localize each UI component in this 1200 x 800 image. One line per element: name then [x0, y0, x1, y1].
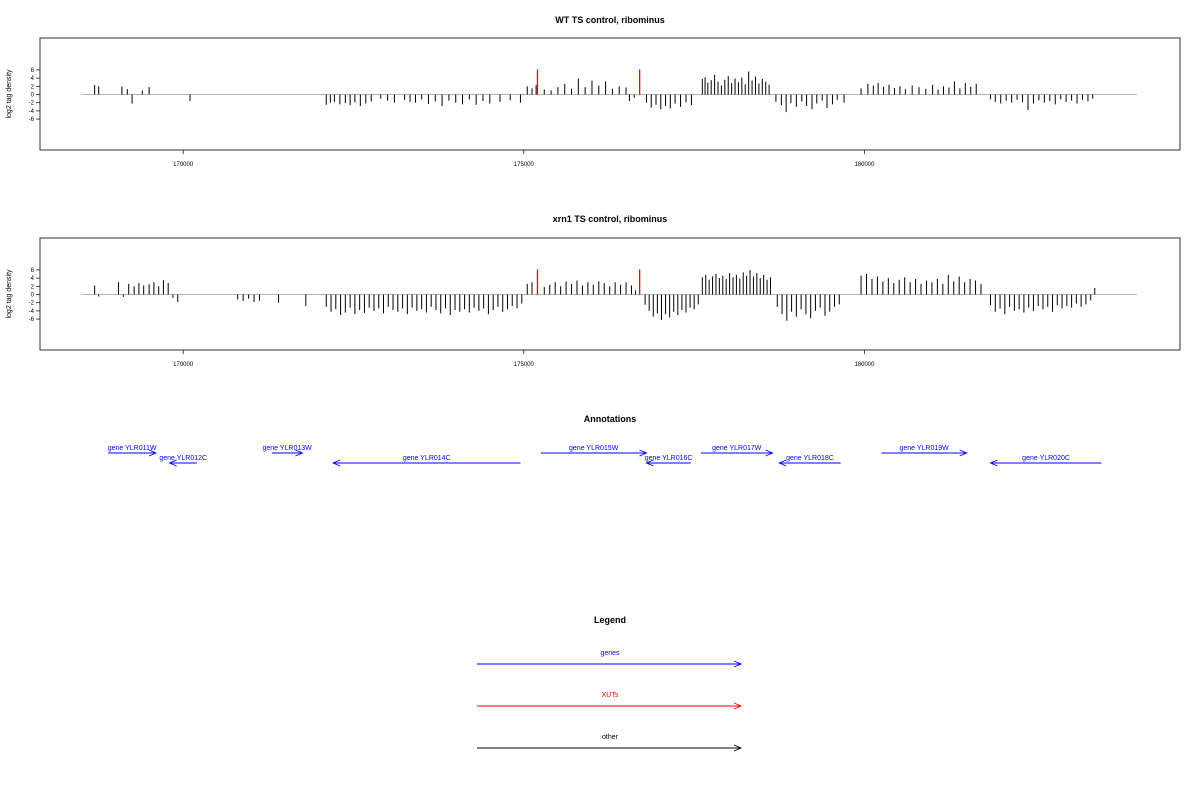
y-tick-label: -6 [29, 317, 35, 323]
xrn1-panel-title: xrn1 TS control, ribominus [553, 214, 668, 224]
gene-annotation: gene YLR016C [645, 455, 693, 467]
wt-panel-ylabel: log2 tag density [6, 69, 13, 119]
legend-item-label: other [602, 734, 619, 741]
gene-label: gene YLR015W [569, 445, 619, 452]
xrn1-panel-ylabel: log2 tag density [6, 269, 13, 319]
legend-item-other: other [477, 734, 743, 752]
gene-label: gene YLR018C [786, 455, 834, 462]
gene-arrowhead [765, 449, 774, 457]
gene-arrowhead [168, 459, 177, 467]
xrn1-panel: xrn1 TS control, ribominus log2 tag dens… [6, 214, 1181, 368]
gene-arrowhead [295, 449, 304, 457]
xrn1-panel-xaxis: 170000 175000 180000 [173, 350, 875, 368]
x-tick-label: 180000 [854, 162, 875, 168]
x-tick-label: 170000 [173, 362, 194, 368]
y-tick-label: 4 [31, 276, 35, 282]
x-tick-label: 170000 [173, 162, 194, 168]
y-tick-label: -4 [29, 109, 35, 115]
xrn1-panel-frame [39, 237, 1181, 351]
gene-arrowhead [645, 459, 654, 467]
gene-label: gene YLR019W [899, 445, 949, 452]
legend-item-arrowhead [733, 744, 743, 752]
legend-item-label: XUTs [602, 692, 619, 699]
gene-annotation: gene YLR020C [989, 455, 1102, 467]
gene-arrowhead [778, 459, 787, 467]
gene-annotation: gene YLR014C [331, 455, 521, 467]
xrn1-panel-yaxis: -6 -4 -2 0 2 4 6 [29, 268, 40, 323]
y-tick-label: 2 [31, 284, 35, 290]
y-tick-label: -2 [29, 301, 35, 307]
gene-arrowhead [989, 459, 998, 467]
x-tick-label: 175000 [514, 362, 535, 368]
xrn1-panel-bars [81, 269, 1137, 321]
legend-item-genes: genes [477, 650, 743, 668]
x-tick-label: 180000 [854, 362, 875, 368]
gene-label: gene YLR016C [645, 455, 693, 462]
y-tick-label: 4 [31, 76, 35, 82]
gene-annotation: gene YLR015W [540, 445, 648, 457]
y-tick-label: 6 [31, 268, 35, 274]
gene-label: gene YLR012C [159, 455, 207, 462]
y-tick-label: -2 [29, 101, 35, 107]
annotations-title: Annotations [584, 414, 637, 424]
wt-panel: WT TS control, ribominus log2 tag densit… [6, 15, 1181, 168]
legend: Legend genes XUTs other [477, 615, 743, 752]
gene-label: gene YLR017W [712, 445, 762, 452]
y-tick-label: -4 [29, 309, 35, 315]
legend-item-label: genes [600, 650, 620, 657]
gene-arrowhead [639, 449, 648, 457]
gene-annotation: gene YLR018C [778, 455, 841, 467]
y-tick-label: 0 [31, 93, 35, 99]
gene-arrowhead [331, 459, 341, 467]
gene-arrowhead [148, 449, 158, 457]
y-tick-label: 6 [31, 68, 35, 74]
legend-items: genes XUTs other [477, 650, 743, 752]
legend-item-arrowhead [733, 660, 743, 668]
gene-annotation: gene YLR013W [262, 445, 312, 457]
y-tick-label: 2 [31, 84, 35, 90]
x-tick-label: 175000 [514, 162, 535, 168]
legend-item-xuts: XUTs [477, 692, 743, 710]
wt-panel-frame [39, 37, 1181, 151]
wt-panel-title: WT TS control, ribominus [555, 15, 665, 25]
gene-annotation: gene YLR012C [159, 455, 207, 467]
gene-arrowhead [959, 449, 968, 457]
gene-annotation: gene YLR011W [108, 445, 158, 457]
y-tick-label: -6 [29, 117, 35, 123]
gene-label: gene YLR013W [262, 445, 312, 452]
gene-label: gene YLR020C [1022, 455, 1070, 462]
gene-annotation: gene YLR017W [700, 445, 774, 457]
gene-label: gene YLR011W [108, 445, 157, 452]
wt-panel-bars [81, 69, 1137, 113]
wt-panel-yaxis: -6 -4 -2 0 2 4 6 [29, 68, 40, 123]
y-tick-label: 0 [31, 293, 35, 299]
wt-panel-xaxis: 170000 175000 180000 [173, 150, 875, 168]
legend-title: Legend [594, 615, 626, 625]
legend-item-arrowhead [733, 702, 743, 710]
gene-label: gene YLR014C [403, 455, 451, 462]
gene-annotation: gene YLR019W [881, 445, 968, 457]
